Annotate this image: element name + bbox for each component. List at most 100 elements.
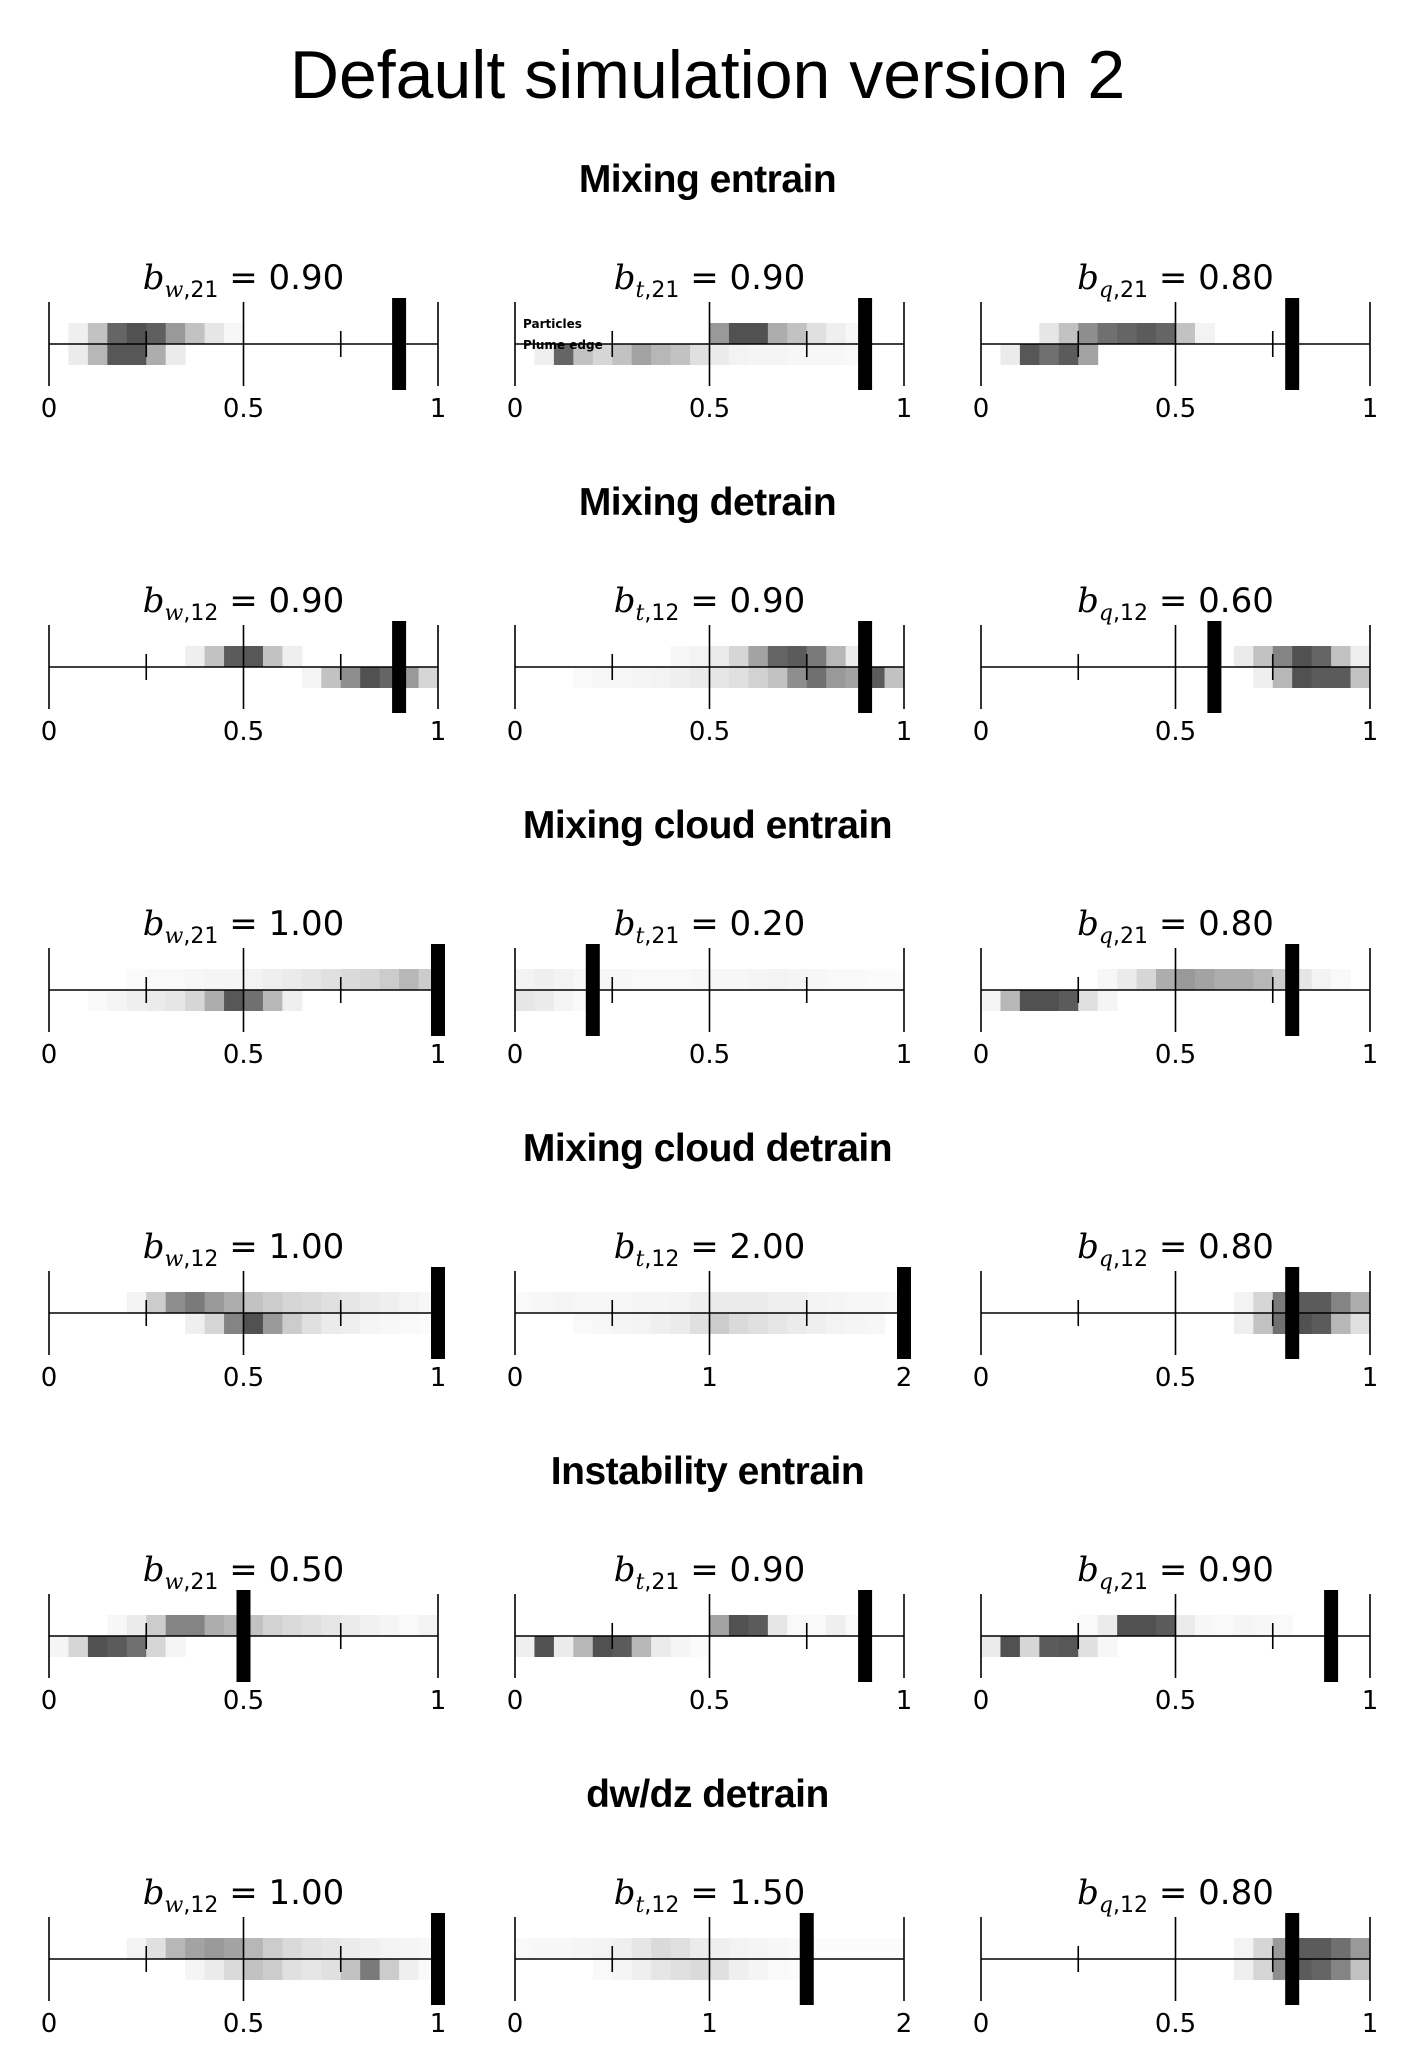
plume-edge-marker	[431, 944, 445, 1036]
heatmap-cell-bottom	[806, 344, 827, 365]
heatmap-cell-top	[379, 1938, 400, 1959]
strip-plot: 0 0.5 1	[973, 298, 1378, 424]
heatmap-cell-bottom	[1272, 667, 1293, 688]
heatmap-cell-top	[787, 1292, 808, 1313]
heatmap-cell-bottom	[631, 1636, 652, 1657]
heatmap-cell-top	[243, 1938, 264, 1959]
heatmap-cell-bottom	[709, 667, 730, 688]
heatmap-cell-bottom	[690, 1959, 710, 1980]
tick-label: 0.5	[1155, 1363, 1196, 1393]
param-subscript: 21	[1120, 1569, 1149, 1595]
heatmap-cell-top	[845, 1292, 866, 1313]
strip-plot: 0 0.5 1	[41, 298, 446, 424]
strip-plot: 0 0.5 1	[973, 944, 1378, 1070]
heatmap-cell-bottom	[146, 344, 167, 365]
heatmap-cell-top	[204, 969, 225, 990]
heatmap-cell-bottom	[1000, 990, 1021, 1011]
tick-label: 1	[701, 2009, 718, 2039]
param-value: 1.00	[268, 1873, 345, 1913]
param-value: 1.00	[268, 904, 345, 944]
heatmap-cell-bottom	[262, 990, 283, 1011]
heatmap-cell-bottom	[1350, 1313, 1371, 1334]
panel-title: bq,21 = 0.80	[1077, 258, 1274, 303]
heatmap-cell-top	[865, 969, 886, 990]
heatmap-cell-bottom	[301, 667, 322, 688]
heatmap-cell-top	[515, 1938, 535, 1959]
plume-edge-marker	[1207, 621, 1222, 713]
tick-label: 0	[507, 717, 524, 747]
tick-label: 2	[896, 1363, 913, 1393]
panel-title: bq,12 = 0.80	[1077, 1227, 1274, 1272]
heatmap-cell-bottom	[87, 990, 108, 1011]
section-title: Instability entrain	[550, 1450, 865, 1493]
heatmap-cell-top	[224, 1938, 244, 1959]
heatmap-cell-top	[146, 323, 167, 344]
heatmap-cell-bottom	[107, 344, 128, 365]
param-value: 1.50	[729, 1873, 806, 1913]
heatmap-cell-top	[845, 1938, 866, 1959]
plume-edge-marker	[1324, 1590, 1339, 1682]
heatmap-cell-top	[1331, 1292, 1352, 1313]
heatmap-cell-top	[1233, 969, 1254, 990]
strip-plot: 0 0.5 1	[41, 1267, 446, 1393]
heatmap-cell-bottom	[670, 344, 691, 365]
tick-label: 0	[507, 1040, 524, 1070]
heatmap-cell-top	[651, 1938, 672, 1959]
tick-label: 0.5	[1155, 717, 1196, 747]
heatmap-cell-bottom	[165, 990, 186, 1011]
tick-label: 1	[430, 1363, 447, 1393]
tick-label: 0.5	[689, 394, 730, 424]
heatmap-cell-top	[1136, 969, 1157, 990]
strip-plot: 0 1 2	[507, 1913, 912, 2039]
param-variable: w	[164, 923, 184, 949]
heatmap-cell-top	[1117, 1615, 1138, 1636]
param-value: 0.90	[268, 581, 345, 621]
tick-label: 1	[701, 1363, 718, 1393]
heatmap-cell-bottom	[709, 344, 730, 365]
heatmap-cell-top	[767, 323, 788, 344]
heatmap-cell-top	[1311, 1292, 1332, 1313]
panel-title: bw,21 = 1.00	[142, 904, 345, 949]
heatmap-cell-bottom	[651, 344, 672, 365]
heatmap-cell-top	[262, 1615, 283, 1636]
heatmap-cell-bottom	[573, 1313, 594, 1334]
panel-title: bt,12 = 2.00	[613, 1227, 806, 1272]
heatmap-cell-top	[1214, 969, 1235, 990]
heatmap-cell-top	[243, 969, 264, 990]
heatmap-cell-top	[670, 646, 691, 667]
heatmap-cell-top	[185, 1938, 206, 1959]
heatmap-cell-top	[1331, 1938, 1352, 1959]
param-value: 2.00	[729, 1227, 806, 1267]
param-variable: q	[1098, 923, 1114, 949]
strip-plot: 0 0.5 1	[973, 1590, 1378, 1716]
heatmap-cell-top	[806, 646, 827, 667]
heatmap-cell-bottom	[126, 990, 147, 1011]
heatmap-cell-bottom	[748, 1313, 769, 1334]
heatmap-cell-top	[204, 1615, 225, 1636]
heatmap-cell-top	[1175, 969, 1196, 990]
heatmap-cell-top	[165, 323, 186, 344]
heatmap-cell-top	[748, 969, 769, 990]
heatmap-cell-bottom	[1097, 990, 1118, 1011]
heatmap-cell-bottom	[1311, 1313, 1332, 1334]
tick-label: 0.5	[1155, 394, 1196, 424]
tick-label: 0.5	[1155, 1686, 1196, 1716]
plume-edge-marker	[1285, 1267, 1300, 1359]
heatmap-cell-bottom	[515, 990, 535, 1011]
heatmap-cell-top	[826, 1615, 847, 1636]
figure-title: Default simulation version 2	[289, 37, 1126, 113]
heatmap-cell-bottom	[146, 990, 167, 1011]
tick-label: 0	[973, 1363, 990, 1393]
panel-title: bw,21 = 0.90	[142, 258, 345, 303]
section-title: Mixing cloud detrain	[522, 1127, 893, 1170]
heatmap-cell-top	[68, 323, 89, 344]
param-subscript: 21	[651, 923, 680, 949]
plume-edge-marker	[392, 298, 407, 390]
heatmap-cell-top	[224, 969, 244, 990]
legend-plume-edge: Plume edge	[523, 338, 603, 352]
heatmap-cell-top	[243, 1292, 264, 1313]
heatmap-cell-top	[592, 1292, 613, 1313]
heatmap-cell-top	[204, 1938, 225, 1959]
heatmap-cell-bottom	[1019, 1636, 1040, 1657]
strip-plot: 0 0.5 1	[507, 621, 912, 747]
